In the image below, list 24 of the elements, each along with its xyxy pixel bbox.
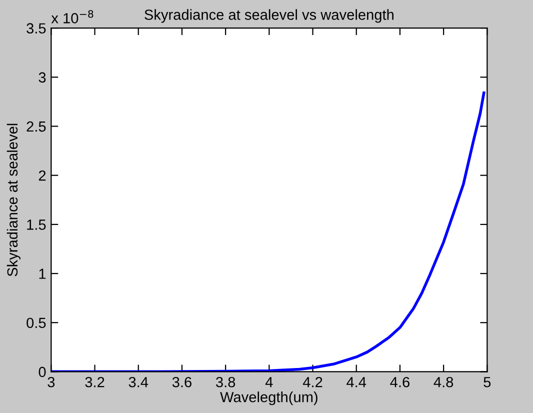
y-tick-label: 3.5 <box>26 23 46 34</box>
text: x 10$^{−8}$ <box>51 10 94 24</box>
y-axis-title: Skyradiance at sealevel <box>6 124 20 276</box>
y-tick-label: 0 <box>38 366 46 378</box>
y-tick-label: 0.5 <box>26 318 46 328</box>
x-tick-label: 3.8 <box>216 376 236 388</box>
x-axis-title: Wavelegth(um) <box>220 392 318 406</box>
chart-title: Skyradiance at sealevel vs wavelength <box>144 9 394 23</box>
y-tick-label: 1 <box>39 268 46 279</box>
x-tick-label: 4.8 <box>434 376 454 388</box>
x-tick-label: 4.2 <box>302 376 322 388</box>
x-tick-label: 3.6 <box>172 376 192 388</box>
x-tick-label: 3.4 <box>128 376 148 388</box>
y-tick-label: 1.5 <box>27 220 46 230</box>
x-tick-label: 5 <box>484 377 491 388</box>
y-tick-label: 2.5 <box>26 121 46 132</box>
x-tick-label: 3 <box>48 376 55 388</box>
x-tick-label: 4 <box>265 377 273 388</box>
x-tick-label: 3.2 <box>85 376 104 388</box>
x-tick-label: 4.6 <box>390 376 410 388</box>
line-series <box>51 91 486 372</box>
y-tick-label: 3 <box>38 72 46 83</box>
y-tick-label: 2 <box>38 170 46 181</box>
x-tick-label: 4.4 <box>346 377 366 388</box>
